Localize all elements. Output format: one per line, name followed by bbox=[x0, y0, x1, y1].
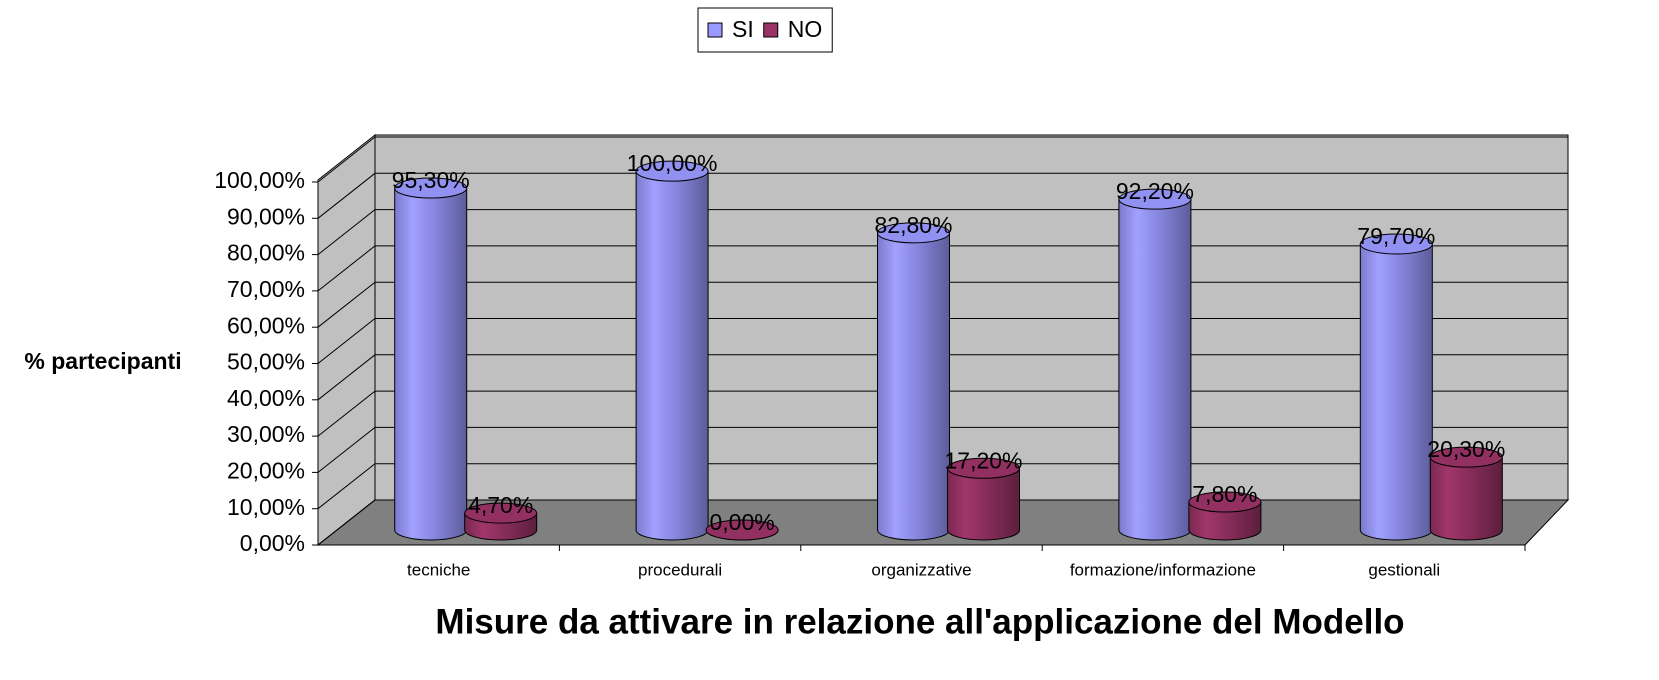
bar bbox=[947, 467, 1020, 541]
data-label: 0,00% bbox=[709, 509, 774, 535]
y-tick-label: 100,00% bbox=[214, 167, 305, 193]
bar bbox=[635, 170, 709, 541]
bar-top bbox=[1359, 233, 1433, 255]
legend-label: SI bbox=[732, 16, 754, 42]
bar bbox=[877, 232, 950, 541]
x-tick-label: formazione/informazione bbox=[1070, 560, 1256, 579]
y-tick-label: 80,00% bbox=[227, 240, 305, 266]
x-tick-label: gestionali bbox=[1368, 560, 1440, 579]
legend-label: NO bbox=[788, 16, 823, 42]
y-tick-label: 10,00% bbox=[227, 494, 305, 520]
bar-top bbox=[1188, 491, 1262, 513]
grid-line bbox=[317, 136, 1568, 183]
data-label: 79,70% bbox=[1357, 223, 1435, 249]
y-tick-label: 0,00% bbox=[240, 530, 305, 556]
bar-top bbox=[464, 502, 538, 524]
data-label: 7,80% bbox=[1192, 481, 1257, 507]
bar-top bbox=[1118, 188, 1192, 210]
bar-top bbox=[947, 457, 1020, 479]
bar-top bbox=[394, 177, 468, 199]
bar-top bbox=[877, 222, 950, 244]
y-axis-label: % partecipanti bbox=[24, 348, 181, 374]
data-label: 95,30% bbox=[392, 167, 470, 193]
legend-swatch bbox=[763, 22, 779, 38]
bar-top bbox=[705, 519, 779, 541]
bar bbox=[1118, 198, 1192, 541]
data-label: 100,00% bbox=[627, 150, 718, 176]
y-tick-label: 50,00% bbox=[227, 349, 305, 375]
bar bbox=[394, 187, 468, 541]
legend-swatch bbox=[707, 22, 723, 38]
y-tick-label: 60,00% bbox=[227, 312, 305, 338]
bar bbox=[1188, 501, 1262, 541]
data-label: 92,20% bbox=[1116, 178, 1194, 204]
data-label: 4,70% bbox=[468, 492, 533, 518]
y-tick-label: 40,00% bbox=[227, 385, 305, 411]
bar-top bbox=[1429, 446, 1503, 468]
x-tick-label: procedurali bbox=[638, 560, 722, 579]
side-wall bbox=[317, 133, 376, 547]
bar bbox=[1359, 243, 1433, 541]
grid-line bbox=[317, 172, 1568, 219]
y-tick-label: 20,00% bbox=[227, 457, 305, 483]
y-tick-label: 90,00% bbox=[227, 203, 305, 229]
data-label: 20,30% bbox=[1427, 436, 1505, 462]
data-label: 17,20% bbox=[944, 447, 1022, 473]
y-tick-label: 70,00% bbox=[227, 276, 305, 302]
data-label: 82,80% bbox=[874, 212, 952, 238]
bar bbox=[1429, 456, 1503, 541]
y-tick-label: 30,00% bbox=[227, 421, 305, 447]
x-tick-label: organizzative bbox=[871, 560, 971, 579]
bar-top bbox=[635, 160, 709, 182]
chart-title: Misure da attivare in relazione all'appl… bbox=[435, 602, 1404, 641]
x-tick-label: tecniche bbox=[407, 560, 470, 579]
